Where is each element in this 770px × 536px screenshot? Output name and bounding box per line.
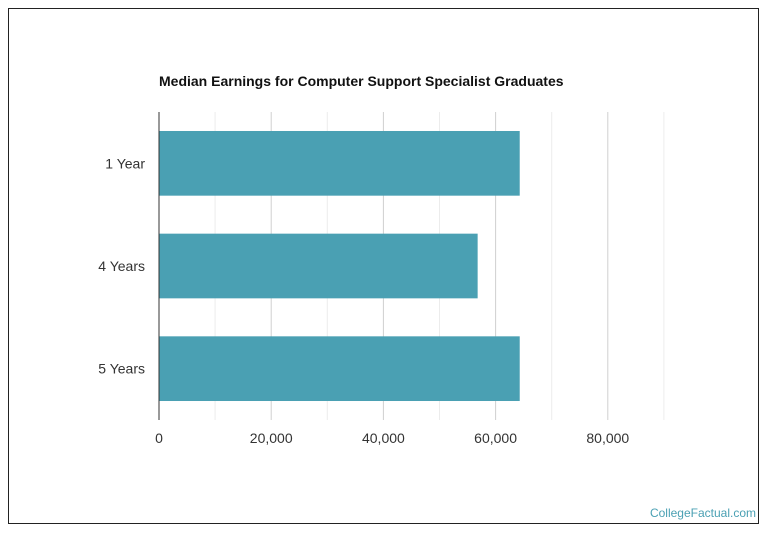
bar-4-years	[159, 233, 478, 299]
bar-5-years	[159, 336, 520, 402]
y-tick-label: 5 Years	[98, 361, 145, 377]
x-tick-label: 20,000	[250, 430, 293, 446]
watermark-link[interactable]: CollegeFactual.com	[649, 506, 756, 520]
x-tick-label: 80,000	[586, 430, 629, 446]
y-tick-label: 1 Year	[105, 155, 145, 171]
x-tick-label: 0	[155, 430, 163, 446]
chart-title: Median Earnings for Computer Support Spe…	[159, 73, 564, 89]
bar-1-year	[159, 130, 520, 196]
x-tick-label: 60,000	[474, 430, 517, 446]
y-tick-label: 4 Years	[98, 258, 145, 274]
x-tick-label: 40,000	[362, 430, 405, 446]
